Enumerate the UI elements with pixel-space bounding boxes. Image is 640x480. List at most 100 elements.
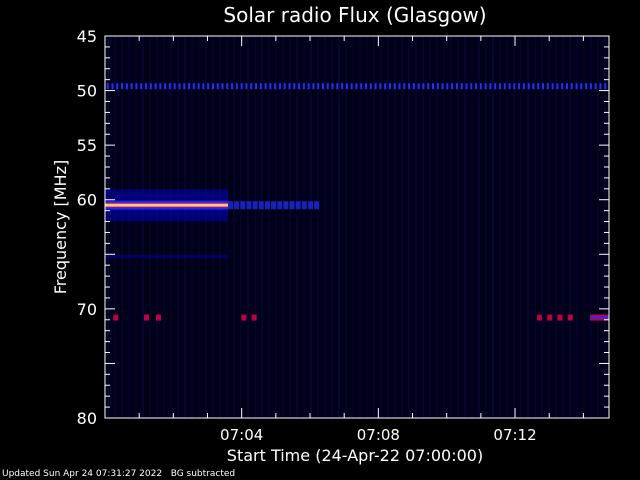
background-stripe bbox=[177, 36, 179, 418]
interference-line-mark bbox=[221, 83, 224, 90]
interference-line-mark bbox=[121, 83, 124, 90]
background-stripe bbox=[534, 36, 536, 418]
background-stripe bbox=[604, 36, 606, 418]
interference-line-mark bbox=[111, 83, 114, 90]
interference-line-mark bbox=[570, 83, 573, 90]
interference-line-mark bbox=[393, 83, 396, 90]
burst-fragment bbox=[234, 201, 240, 210]
background-stripe bbox=[422, 36, 424, 418]
spectrogram-features bbox=[105, 83, 609, 321]
interference-line-mark bbox=[498, 83, 501, 90]
interference-line-mark bbox=[551, 83, 554, 90]
background-stripe bbox=[401, 36, 403, 418]
interference-line-mark bbox=[312, 83, 315, 90]
background-stripe bbox=[107, 36, 109, 418]
interference-line-mark bbox=[192, 83, 195, 90]
burst-fragment bbox=[240, 201, 246, 210]
interference-line-mark bbox=[321, 83, 324, 90]
interference-band-core bbox=[590, 316, 609, 319]
interference-line-mark bbox=[537, 83, 540, 90]
background-stripe bbox=[366, 36, 368, 418]
background-stripe bbox=[583, 36, 585, 418]
background-stripe bbox=[310, 36, 312, 418]
interference-line-mark bbox=[159, 83, 162, 90]
interference-line-mark bbox=[561, 83, 564, 90]
y-tick-label: 60 bbox=[77, 191, 97, 210]
interference-line-mark bbox=[575, 83, 578, 90]
background-stripe bbox=[485, 36, 487, 418]
background-stripe bbox=[513, 36, 515, 418]
burst-fragment bbox=[314, 201, 320, 210]
background-stripe bbox=[303, 36, 305, 418]
background-stripe bbox=[373, 36, 375, 418]
footer: Updated Sun Apr 24 07:31:27 2022 BG subt… bbox=[2, 469, 235, 479]
interference-spot bbox=[113, 314, 119, 321]
interference-line-mark bbox=[197, 83, 200, 90]
background-stripe bbox=[464, 36, 466, 418]
interference-line-mark bbox=[207, 83, 210, 90]
background-stripe bbox=[499, 36, 501, 418]
background-stripe bbox=[142, 36, 144, 418]
interference-line-mark bbox=[135, 83, 138, 90]
interference-line-mark bbox=[441, 83, 444, 90]
background-stripe bbox=[562, 36, 564, 418]
background-stripe bbox=[296, 36, 298, 418]
interference-line-mark bbox=[140, 83, 143, 90]
interference-line-mark bbox=[240, 83, 243, 90]
background-stripe bbox=[387, 36, 389, 418]
interference-line-mark bbox=[173, 83, 176, 90]
background-stripe bbox=[219, 36, 221, 418]
burst-fragment bbox=[283, 201, 289, 210]
interference-line-mark bbox=[360, 83, 363, 90]
background-stripe bbox=[569, 36, 571, 418]
background-stripe bbox=[597, 36, 599, 418]
footer-note: BG subtracted bbox=[170, 469, 236, 479]
background-stripe bbox=[415, 36, 417, 418]
background-stripe bbox=[331, 36, 333, 418]
interference-line-mark bbox=[350, 83, 353, 90]
interference-line-mark bbox=[589, 83, 592, 90]
background-stripe bbox=[184, 36, 186, 418]
interference-line-mark bbox=[331, 83, 334, 90]
interference-line-mark bbox=[403, 83, 406, 90]
interference-line-mark bbox=[183, 83, 186, 90]
interference-line-mark bbox=[336, 83, 339, 90]
background-stripe bbox=[345, 36, 347, 418]
interference-line-mark bbox=[460, 83, 463, 90]
interference-line-mark bbox=[259, 83, 262, 90]
interference-line-mark bbox=[532, 83, 535, 90]
background-stripe bbox=[149, 36, 151, 418]
interference-line-mark bbox=[144, 83, 147, 90]
background-stripe bbox=[338, 36, 340, 418]
background-stripe bbox=[590, 36, 592, 418]
background-stripe bbox=[275, 36, 277, 418]
background-stripe bbox=[576, 36, 578, 418]
interference-line-mark bbox=[384, 83, 387, 90]
interference-line-mark bbox=[432, 83, 435, 90]
burst-harmonic bbox=[105, 255, 229, 259]
y-tick-label: 55 bbox=[77, 136, 97, 155]
interference-line-mark bbox=[202, 83, 205, 90]
burst-fragment bbox=[277, 201, 283, 210]
interference-line-mark bbox=[125, 83, 128, 90]
interference-line-mark bbox=[503, 83, 506, 90]
interference-line-mark bbox=[527, 83, 530, 90]
interference-line-mark bbox=[345, 83, 348, 90]
interference-spot bbox=[547, 314, 553, 321]
interference-line-mark bbox=[168, 83, 171, 90]
interference-line-mark bbox=[508, 83, 511, 90]
background-stripe bbox=[191, 36, 193, 418]
interference-line-mark bbox=[604, 83, 607, 90]
interference-line-mark bbox=[556, 83, 559, 90]
background-stripe bbox=[233, 36, 235, 418]
background-stripe bbox=[450, 36, 452, 418]
background-stripe bbox=[492, 36, 494, 418]
burst-fragment bbox=[252, 201, 258, 210]
background-stripe bbox=[478, 36, 480, 418]
interference-line-mark bbox=[408, 83, 411, 90]
burst-fragment bbox=[228, 201, 234, 210]
spectrogram-background bbox=[107, 36, 606, 418]
interference-line-mark bbox=[365, 83, 368, 90]
interference-line-mark bbox=[226, 83, 229, 90]
